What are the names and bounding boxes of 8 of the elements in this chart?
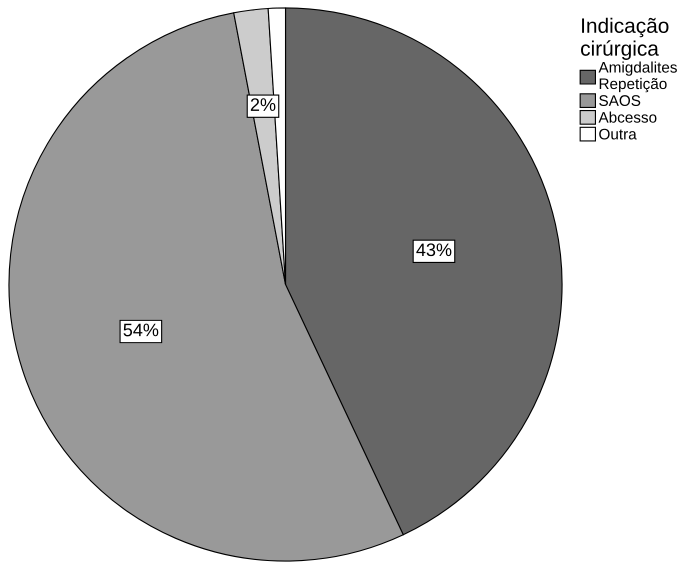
legend-label: SAOS [599, 95, 640, 106]
legend-label: Outra [599, 128, 637, 140]
data-label: 54% [124, 324, 158, 336]
legend-title: Indicação cirúrgica [581, 18, 668, 60]
legend-label: Abcesso [598, 112, 656, 123]
data-label: 2% [250, 98, 276, 111]
legend-label: Amigdalites Repetição [598, 61, 677, 92]
data-label: 43% [416, 243, 452, 256]
